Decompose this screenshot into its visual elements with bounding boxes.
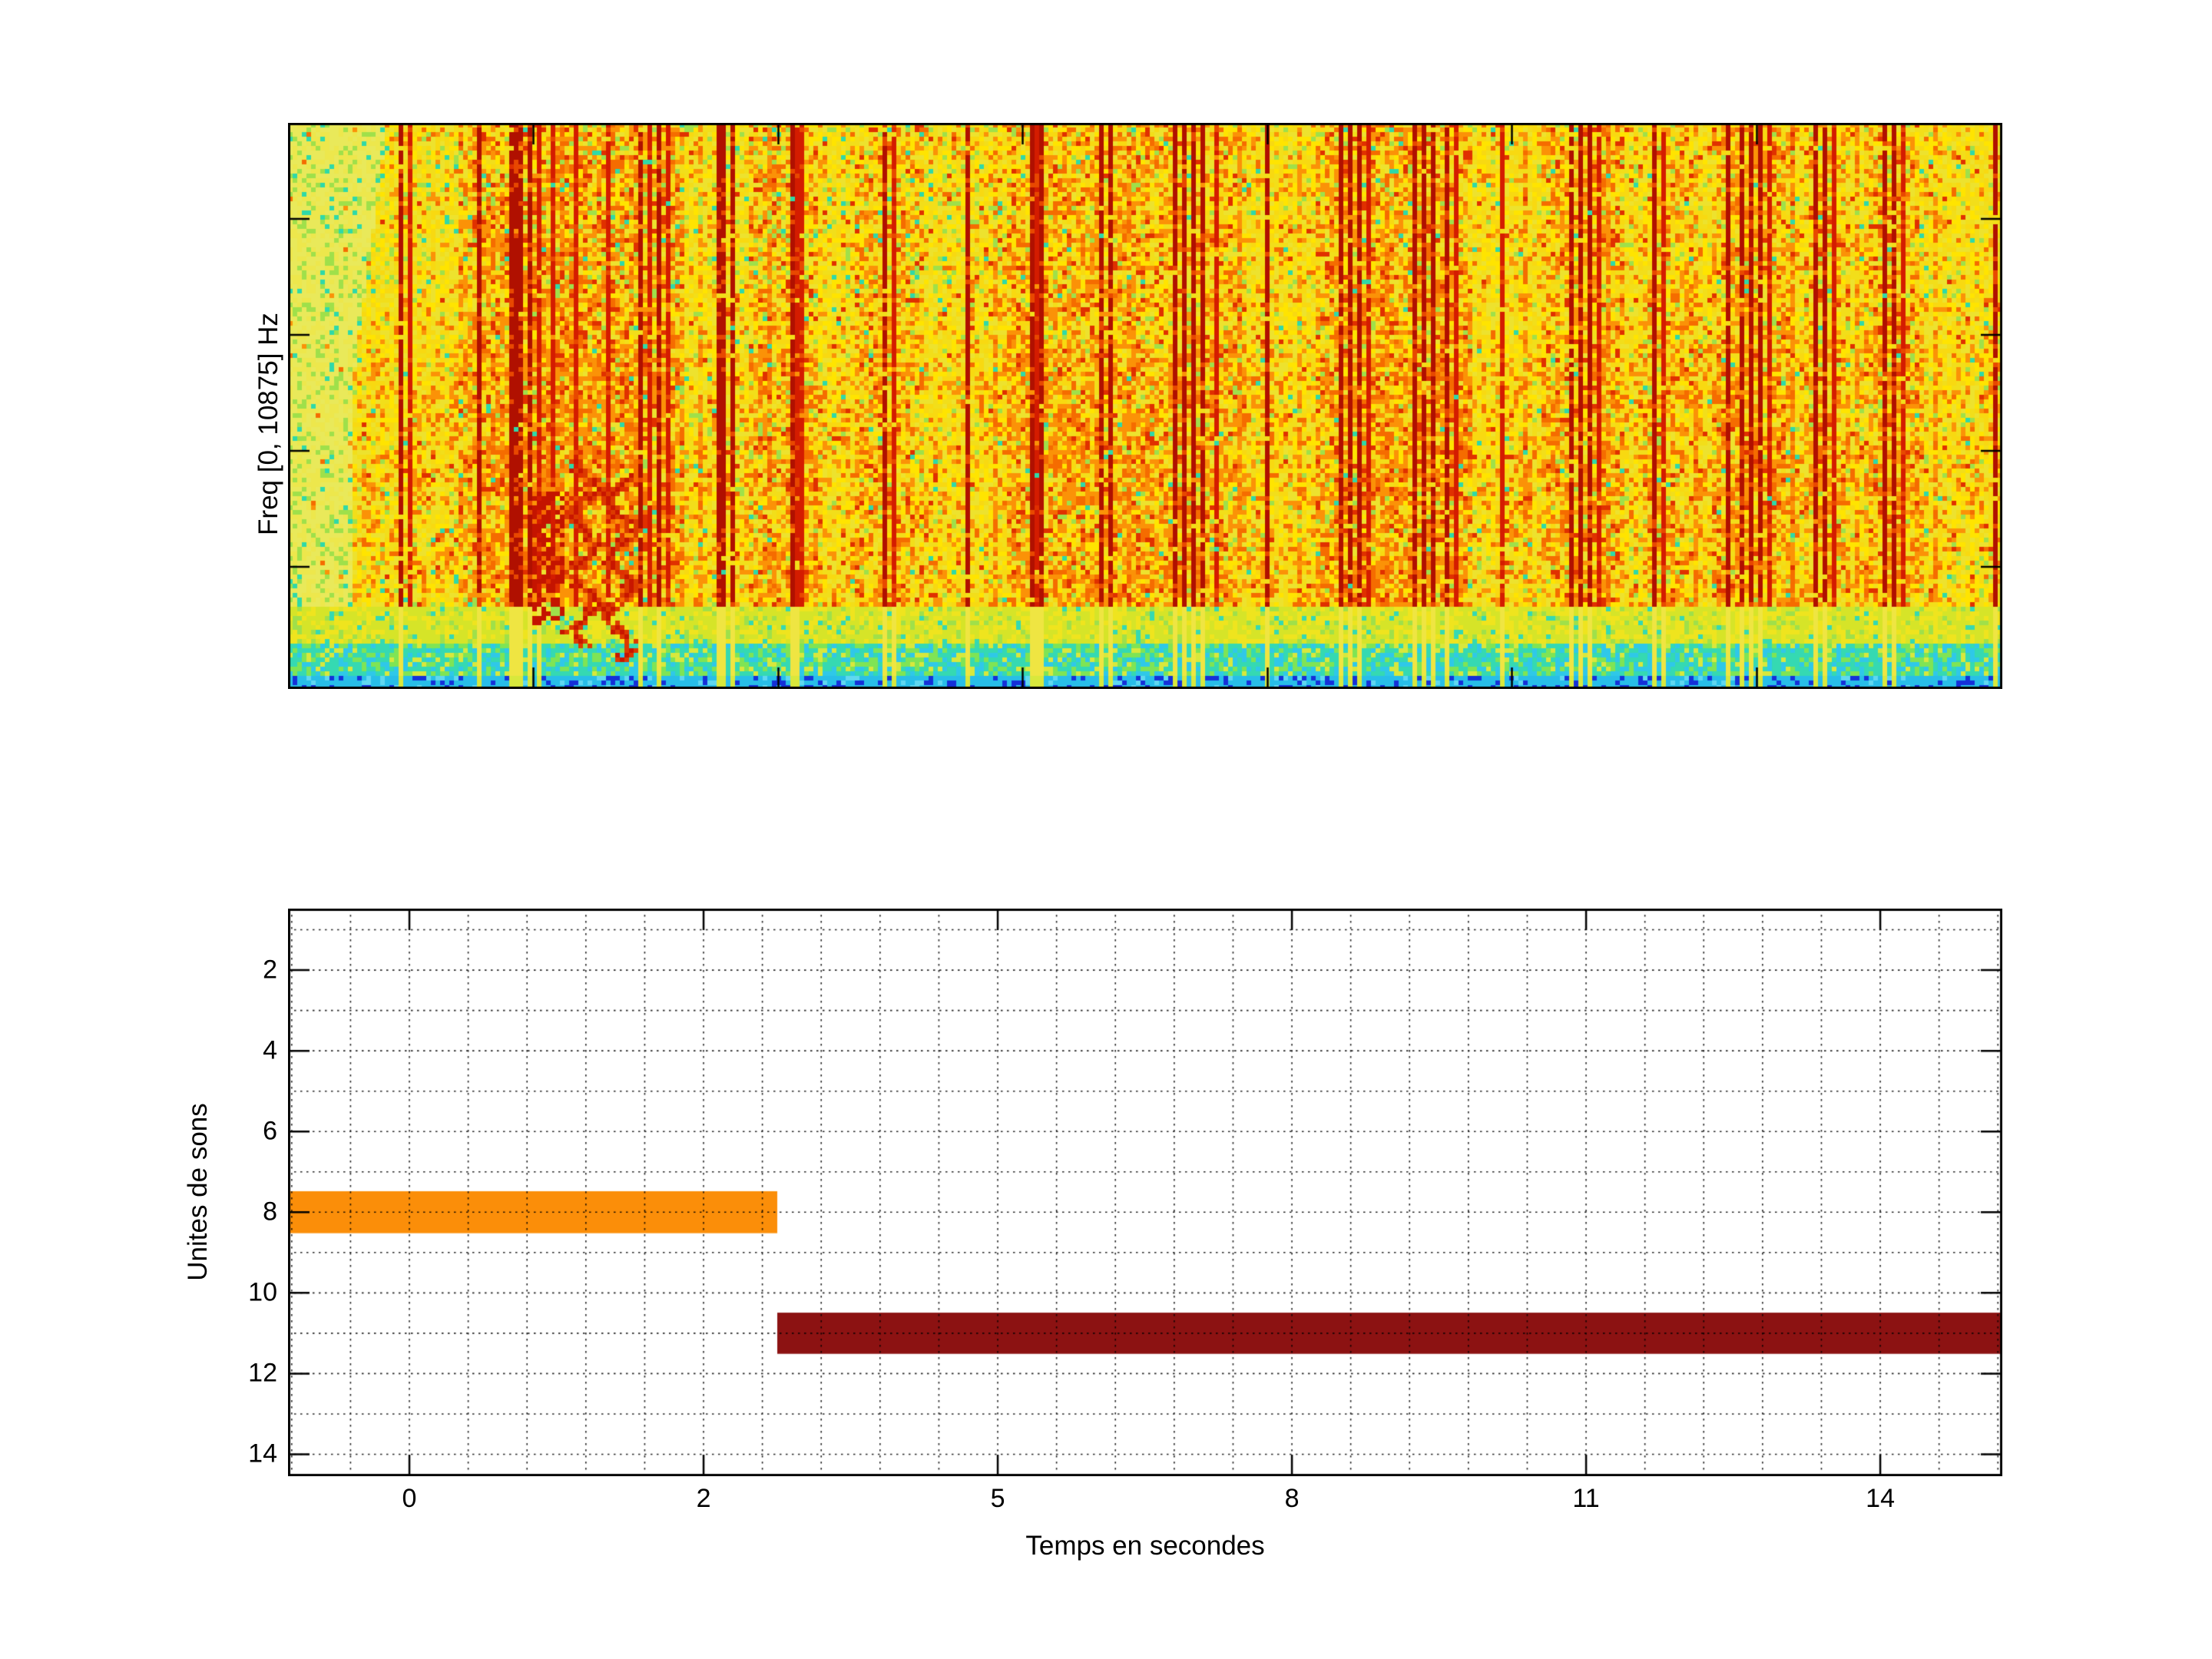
x-tick-label-0: 0 [402, 1484, 417, 1513]
y-tick-label-14: 14 [248, 1439, 277, 1469]
units-chart-canvas [288, 909, 2002, 1476]
y-tick-label-6: 6 [263, 1116, 277, 1146]
x-tick-label-11: 11 [1572, 1484, 1600, 1513]
units-y-axis-label: Unites de sons [183, 1103, 213, 1281]
y-tick-label-8: 8 [263, 1197, 277, 1227]
x-tick-label-5: 5 [990, 1484, 1005, 1513]
y-tick-label-12: 12 [248, 1358, 277, 1388]
x-tick-label-14: 14 [1866, 1484, 1895, 1513]
spectrogram-canvas [288, 123, 2002, 689]
units-x-axis-label: Temps en secondes [1025, 1531, 1265, 1561]
y-tick-label-10: 10 [248, 1277, 277, 1307]
y-tick-label-2: 2 [263, 955, 277, 985]
y-tick-label-4: 4 [263, 1035, 277, 1065]
x-tick-label-2: 2 [696, 1484, 711, 1513]
spectrogram-y-axis-label: Freq [0, 10875] Hz [253, 313, 283, 535]
x-tick-label-8: 8 [1284, 1484, 1300, 1513]
